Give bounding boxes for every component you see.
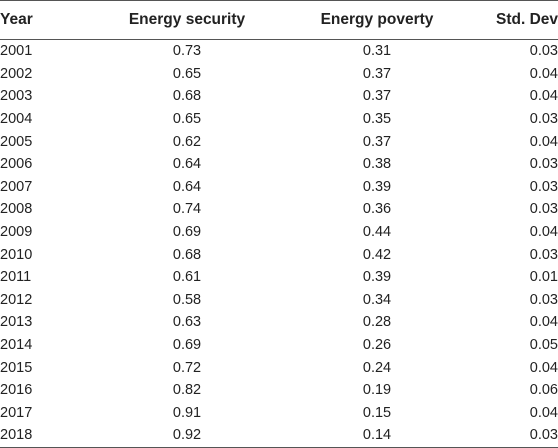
cell-year: 2007: [0, 178, 33, 195]
cell-energy-security: 0.72: [172, 359, 202, 376]
table-row: 2006 0.64 0.38 0.03: [0, 153, 558, 176]
cell-energy-security: 0.82: [172, 382, 202, 399]
table-row: 2007 0.64 0.39 0.03: [0, 176, 558, 199]
cell-energy-security: 0.64: [172, 156, 202, 173]
cell-year: 2008: [0, 201, 33, 218]
cell-energy-poverty: 0.24: [362, 359, 392, 376]
cell-energy-security: 0.58: [172, 291, 202, 308]
cell-year: 2010: [0, 246, 33, 263]
table-header: Year Energy security Energy poverty Std.…: [0, 0, 558, 40]
cell-std-dev: 0.03: [529, 43, 558, 60]
table-row: 2001 0.73 0.31 0.03: [0, 40, 558, 63]
table-row: 2011 0.61 0.39 0.01: [0, 266, 558, 289]
cell-std-dev: 0.06: [529, 382, 558, 399]
cell-energy-security: 0.69: [172, 224, 202, 241]
header-energy-security: Energy security: [92, 0, 282, 40]
cell-std-dev: 0.03: [529, 291, 558, 308]
cell-energy-security: 0.73: [172, 43, 202, 60]
cell-year: 2005: [0, 133, 33, 150]
cell-energy-poverty: 0.14: [282, 424, 472, 448]
cell-energy-security: 0.68: [172, 246, 202, 263]
cell-energy-poverty: 0.39: [362, 269, 392, 286]
cell-std-dev: 0.04: [529, 224, 558, 241]
cell-energy-poverty: 0.36: [362, 201, 392, 218]
header-std-dev: Std. Dev: [472, 0, 558, 40]
cell-energy-security: 0.92: [92, 424, 282, 448]
cell-std-dev: 0.05: [529, 337, 558, 354]
cell-std-dev: 0.03: [529, 178, 558, 195]
cell-std-dev: 0.04: [529, 65, 558, 82]
cell-energy-poverty: 0.28: [362, 314, 392, 331]
table-row: 2016 0.82 0.19 0.06: [0, 379, 558, 402]
cell-energy-poverty: 0.42: [362, 246, 392, 263]
table-row: 2014 0.69 0.26 0.05: [0, 334, 558, 357]
cell-year: 2002: [0, 65, 33, 82]
cell-year: 2017: [0, 404, 33, 421]
table-row: 2002 0.65 0.37 0.04: [0, 63, 558, 86]
cell-energy-security: 0.65: [172, 111, 202, 128]
cell-year: 2011: [0, 269, 32, 286]
cell-year: 2003: [0, 88, 33, 105]
table-row: 2015 0.72 0.24 0.04: [0, 356, 558, 379]
cell-year: 2009: [0, 224, 33, 241]
header-year: Year: [0, 0, 92, 40]
cell-energy-poverty: 0.34: [362, 291, 392, 308]
cell-energy-poverty: 0.19: [362, 382, 392, 399]
cell-energy-poverty: 0.37: [362, 88, 392, 105]
cell-std-dev: 0.03: [529, 111, 558, 128]
cell-energy-poverty: 0.39: [362, 178, 392, 195]
table-row: 2013 0.63 0.28 0.04: [0, 311, 558, 334]
cell-year: 2016: [0, 382, 33, 399]
table-row: 2003 0.68 0.37 0.04: [0, 85, 558, 108]
cell-energy-poverty: 0.44: [362, 224, 392, 241]
header-energy-poverty: Energy poverty: [282, 0, 472, 40]
cell-std-dev: 0.03: [529, 201, 558, 218]
cell-std-dev: 0.03: [472, 424, 558, 448]
cell-year: 2012: [0, 291, 33, 308]
cell-year: 2004: [0, 111, 33, 128]
cell-energy-poverty: 0.35: [362, 111, 392, 128]
cell-energy-security: 0.91: [172, 404, 202, 421]
cell-energy-security: 0.63: [172, 314, 202, 331]
cell-std-dev: 0.03: [529, 156, 558, 173]
cell-energy-poverty: 0.26: [362, 337, 392, 354]
cell-energy-security: 0.61: [172, 269, 202, 286]
cell-std-dev: 0.04: [529, 314, 558, 331]
cell-energy-poverty: 0.37: [362, 133, 392, 150]
cell-energy-security: 0.74: [172, 201, 202, 218]
table-row: 2005 0.62 0.37 0.04: [0, 130, 558, 153]
cell-std-dev: 0.04: [529, 133, 558, 150]
cell-energy-security: 0.64: [172, 178, 202, 195]
cell-year: 2013: [0, 314, 33, 331]
cell-std-dev: 0.03: [529, 246, 558, 263]
table-row: 2017 0.91 0.15 0.04: [0, 402, 558, 425]
table-body: 2001 0.73 0.31 0.03 2002 0.65 0.37 0.04 2003 0.68…: [0, 40, 558, 448]
cell-std-dev: 0.04: [529, 359, 558, 376]
table-row: 2004 0.65 0.35 0.03: [0, 108, 558, 131]
cell-energy-poverty: 0.15: [362, 404, 392, 421]
table-row: 2008 0.74 0.36 0.03: [0, 198, 558, 221]
cell-energy-security: 0.65: [172, 65, 202, 82]
table-row: 2012 0.58 0.34 0.03: [0, 289, 558, 312]
table-row: 2010 0.68 0.42 0.03: [0, 243, 558, 266]
cell-energy-poverty: 0.38: [362, 156, 392, 173]
cell-year: 2006: [0, 156, 33, 173]
cell-year: 2014: [0, 337, 33, 354]
cell-energy-security: 0.62: [172, 133, 202, 150]
cell-energy-security: 0.69: [172, 337, 202, 354]
cell-year: 2015: [0, 359, 33, 376]
cell-energy-poverty: 0.31: [362, 43, 392, 60]
header-row: Year Energy security Energy poverty Std.…: [0, 0, 558, 40]
cell-year: 2018: [0, 424, 92, 448]
cell-year: 2001: [0, 43, 33, 60]
cell-std-dev: 0.01: [529, 269, 558, 286]
cell-std-dev: 0.04: [529, 404, 558, 421]
cell-energy-poverty: 0.37: [362, 65, 392, 82]
table-row: 2009 0.69 0.44 0.04: [0, 221, 558, 244]
cell-std-dev: 0.04: [529, 88, 558, 105]
cell-energy-security: 0.68: [172, 88, 202, 105]
table-row: 2018 0.92 0.14 0.03: [0, 424, 558, 448]
